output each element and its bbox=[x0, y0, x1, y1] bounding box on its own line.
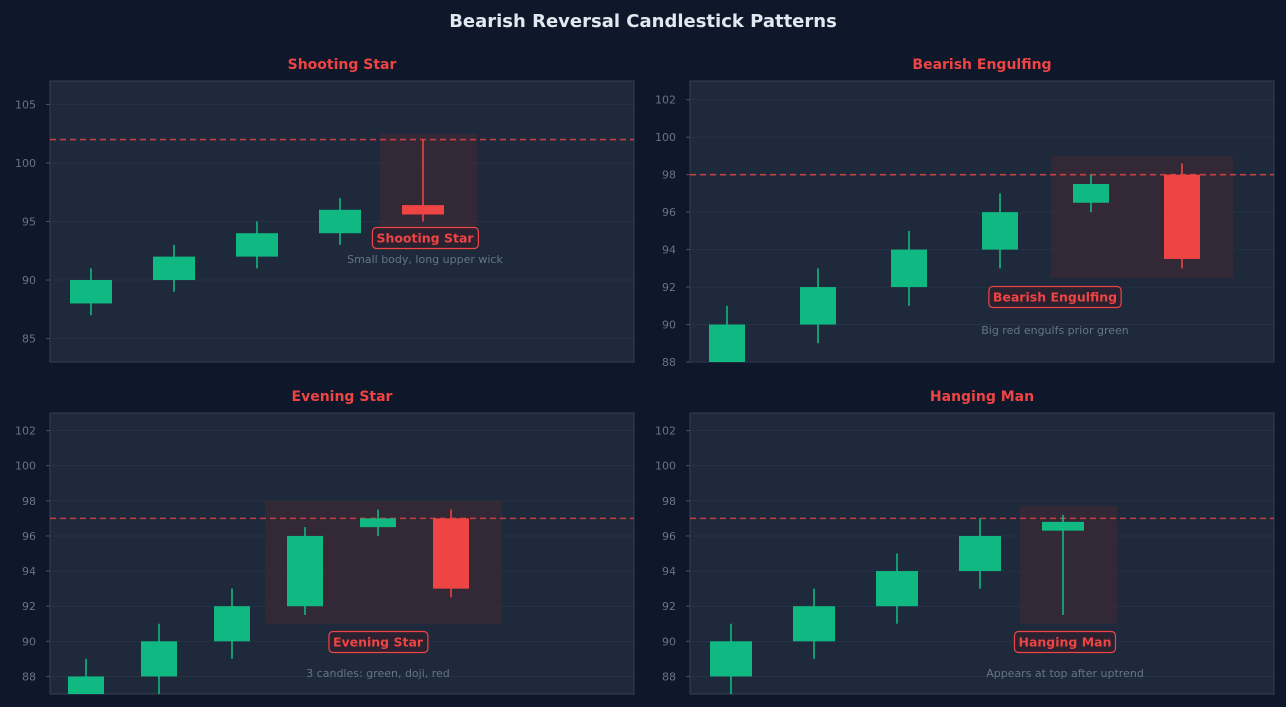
y-tick-label: 90 bbox=[22, 635, 36, 648]
y-tick-label: 98 bbox=[22, 495, 36, 508]
candle bbox=[1042, 514, 1084, 615]
panel-title: Shooting Star bbox=[288, 57, 397, 73]
candle bbox=[153, 244, 195, 292]
y-tick-label: 100 bbox=[655, 131, 676, 144]
panel-1: Shooting Star 85 90 95 100 105 Shooting Star Sm… bbox=[15, 57, 635, 363]
y-tick-label: 94 bbox=[662, 565, 676, 578]
candle-body bbox=[319, 209, 361, 234]
panel-title: Bearish Engulfing bbox=[912, 57, 1051, 73]
candle-body bbox=[141, 641, 177, 677]
candle bbox=[70, 268, 112, 316]
candle-body bbox=[793, 606, 835, 642]
candle bbox=[68, 658, 104, 694]
pattern-label-box bbox=[988, 285, 1122, 309]
candle-body bbox=[214, 606, 250, 642]
pattern-description: Big red engulfs prior green bbox=[981, 324, 1129, 337]
y-tick-label: 95 bbox=[22, 216, 36, 229]
y-tick-label: 96 bbox=[662, 206, 676, 219]
candle-body bbox=[710, 641, 752, 677]
candle bbox=[319, 198, 361, 245]
y-tick-label: 102 bbox=[655, 425, 676, 438]
pattern-label-box bbox=[328, 630, 429, 654]
candle-body bbox=[360, 518, 396, 528]
candle bbox=[236, 221, 278, 269]
candle bbox=[793, 588, 835, 659]
candle-body bbox=[1073, 184, 1109, 203]
y-tick-label: 88 bbox=[662, 356, 676, 369]
panel-4: Hanging Man 88 90 92 94 96 98 100 102 Hanging Man… bbox=[655, 389, 1275, 695]
y-tick-label: 100 bbox=[15, 157, 36, 170]
candle bbox=[982, 193, 1018, 269]
candle-body bbox=[1164, 174, 1200, 259]
pattern-description: 3 candles: green, doji, red bbox=[306, 667, 450, 680]
candle-body bbox=[876, 571, 918, 607]
candle bbox=[710, 623, 752, 694]
y-tick-label: 92 bbox=[662, 281, 676, 294]
candle-body bbox=[709, 324, 745, 362]
candle bbox=[360, 509, 396, 536]
y-tick-label: 92 bbox=[22, 600, 36, 613]
candle bbox=[800, 268, 836, 344]
panel-3: Evening Star 88 90 92 94 96 98 100 102 Evening St… bbox=[15, 389, 635, 695]
y-tick-label: 96 bbox=[662, 530, 676, 543]
candle bbox=[1164, 163, 1200, 269]
y-tick-label: 102 bbox=[655, 94, 676, 107]
y-tick-label: 98 bbox=[662, 169, 676, 182]
pattern-label-box bbox=[371, 226, 479, 250]
pattern-highlight bbox=[1051, 155, 1233, 278]
y-tick-label: 90 bbox=[662, 635, 676, 648]
pattern-description: Appears at top after uptrend bbox=[986, 667, 1144, 680]
pattern-label: Hanging Man bbox=[1019, 635, 1112, 650]
candle-body bbox=[800, 287, 836, 325]
y-tick-label: 90 bbox=[662, 319, 676, 332]
y-tick-label: 94 bbox=[662, 244, 676, 257]
candle-body bbox=[153, 256, 195, 281]
panel-title: Hanging Man bbox=[930, 389, 1034, 405]
candle-body bbox=[433, 518, 469, 589]
y-tick-label: 100 bbox=[655, 460, 676, 473]
candle-body bbox=[70, 280, 112, 304]
y-tick-label: 88 bbox=[22, 670, 36, 683]
candle-body bbox=[1042, 521, 1084, 531]
panel-title: Evening Star bbox=[292, 389, 393, 405]
candle bbox=[876, 553, 918, 624]
y-tick-label: 100 bbox=[15, 460, 36, 473]
figure-title: Bearish Reversal Candlestick Patterns bbox=[449, 11, 837, 32]
candle-body bbox=[959, 535, 1001, 572]
candle-body bbox=[891, 249, 927, 288]
candle-body bbox=[236, 233, 278, 257]
y-tick-label: 88 bbox=[662, 670, 676, 683]
candle bbox=[1073, 174, 1109, 213]
y-tick-label: 94 bbox=[22, 565, 36, 578]
candle bbox=[433, 509, 469, 598]
pattern-label: Shooting Star bbox=[376, 231, 474, 246]
candle-body bbox=[287, 535, 323, 607]
pattern-label: Evening Star bbox=[333, 635, 424, 650]
candle bbox=[891, 230, 927, 306]
y-tick-label: 85 bbox=[22, 333, 36, 346]
pattern-label: Bearish Engulfing bbox=[993, 290, 1117, 305]
candle bbox=[402, 139, 444, 222]
candle bbox=[141, 623, 177, 694]
panel-2: Bearish Engulfing 88 90 92 94 96 98 100 102 Beari… bbox=[655, 57, 1275, 369]
pattern-description: Small body, long upper wick bbox=[347, 253, 503, 266]
candle bbox=[959, 518, 1001, 589]
y-tick-label: 98 bbox=[662, 495, 676, 508]
chart-panels: Shooting Star 85 90 95 100 105 Shooting Star Sm… bbox=[15, 57, 1275, 695]
y-tick-label: 92 bbox=[662, 600, 676, 613]
y-tick-label: 102 bbox=[15, 425, 36, 438]
candle-body bbox=[982, 212, 1018, 250]
y-tick-label: 90 bbox=[22, 274, 36, 287]
candle-body bbox=[402, 205, 444, 215]
y-tick-label: 96 bbox=[22, 530, 36, 543]
candle-body bbox=[68, 676, 104, 694]
y-tick-label: 105 bbox=[15, 98, 36, 111]
candle bbox=[214, 588, 250, 659]
candle bbox=[287, 527, 323, 615]
candle bbox=[709, 305, 745, 362]
pattern-label-box bbox=[1013, 630, 1117, 654]
